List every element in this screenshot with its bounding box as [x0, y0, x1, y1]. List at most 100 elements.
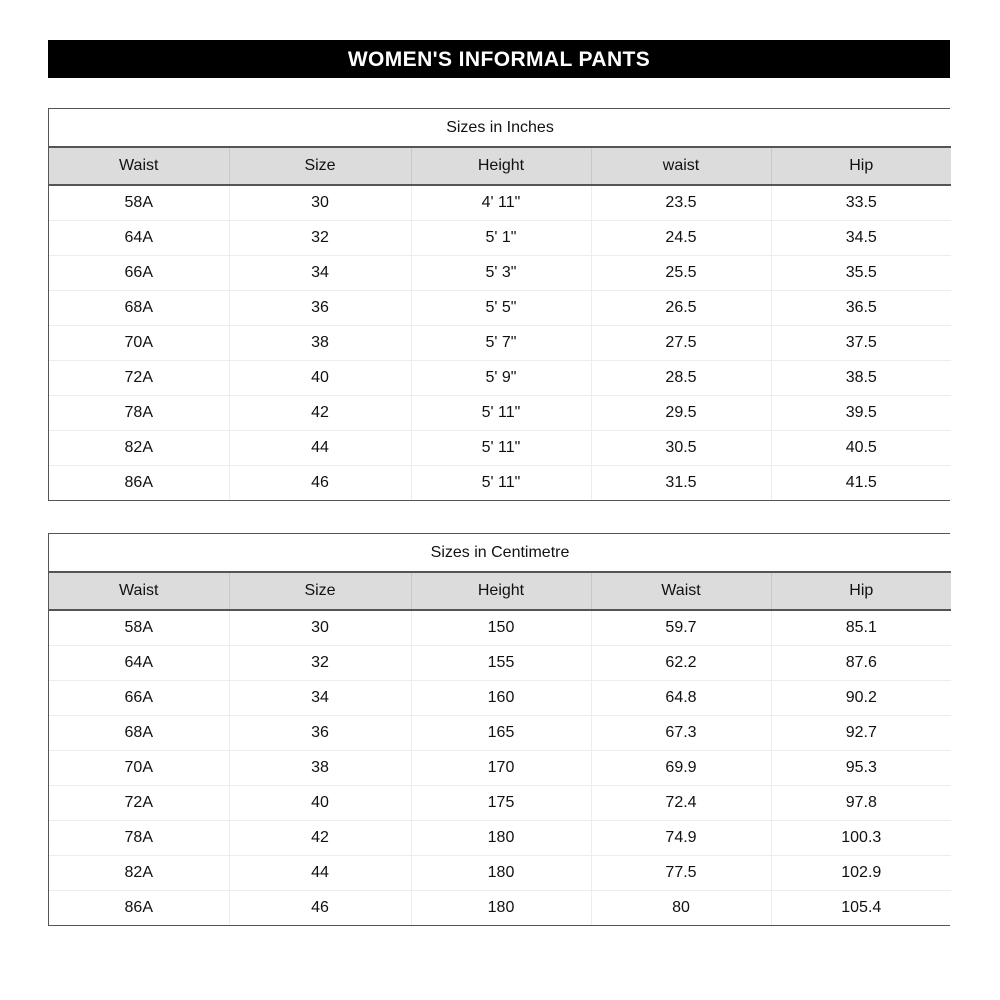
table-cell: 72A	[49, 360, 230, 396]
table-cell: 97.8	[771, 785, 952, 821]
table-cell: 70A	[49, 325, 230, 361]
table-cell: 58A	[49, 185, 230, 221]
page-title: WOMEN'S INFORMAL PANTS	[347, 47, 651, 71]
table-cell: 70A	[49, 750, 230, 786]
table-row: 58A 30 4' 11" 23.5 33.5	[49, 185, 952, 221]
table-row: 82A 44 180 77.5 102.9	[49, 855, 952, 891]
table-cell: 40	[229, 785, 412, 821]
table-cell: 90.2	[771, 680, 952, 716]
table-cell: 5' 1"	[411, 220, 592, 256]
table-cell: 42	[229, 395, 412, 431]
table-cell: 24.5	[591, 220, 772, 256]
table-row: 86A 46 180 80 105.4	[49, 890, 951, 925]
column-header-waist: Waist	[49, 572, 230, 611]
table-row: 64A 32 155 62.2 87.6	[49, 645, 952, 681]
table-row: 86A 46 5' 11" 31.5 41.5	[49, 465, 951, 500]
table-cell: 44	[229, 855, 412, 891]
table-cell: 23.5	[591, 185, 772, 221]
table-cell: 36	[229, 290, 412, 326]
table-cell: 100.3	[771, 820, 952, 856]
size-table-inches: Sizes in Inches Waist Size Height waist …	[48, 108, 952, 501]
size-table-centimetre: Sizes in Centimetre Waist Size Height Wa…	[48, 533, 952, 926]
table-cell: 95.3	[771, 750, 952, 786]
table-cell: 67.3	[591, 715, 772, 751]
table-cell: 42	[229, 820, 412, 856]
table-cell: 36.5	[771, 290, 952, 326]
table-row: 58A 30 150 59.7 85.1	[49, 610, 952, 646]
table-row: 82A 44 5' 11" 30.5 40.5	[49, 430, 952, 466]
table-row: 70A 38 170 69.9 95.3	[49, 750, 952, 786]
table-cell: 33.5	[771, 185, 952, 221]
table-cell: 36	[229, 715, 412, 751]
table-cell: 87.6	[771, 645, 952, 681]
column-header-waist: Waist	[49, 147, 230, 186]
table-cell: 170	[411, 750, 592, 786]
table-cell: 35.5	[771, 255, 952, 291]
table-cell: 68A	[49, 290, 230, 326]
table-row: 78A 42 5' 11" 29.5 39.5	[49, 395, 952, 431]
table-cell: 29.5	[591, 395, 772, 431]
table-cell: 5' 11"	[411, 430, 592, 466]
column-header-waist-2: Waist	[591, 572, 772, 611]
table-cell: 165	[411, 715, 592, 751]
table-row: 66A 34 160 64.8 90.2	[49, 680, 952, 716]
table-cell: 59.7	[591, 610, 772, 646]
table-cell: 92.7	[771, 715, 952, 751]
table-row: 70A 38 5' 7" 27.5 37.5	[49, 325, 952, 361]
table-cell: 38	[229, 325, 412, 361]
table-cell: 32	[229, 645, 412, 681]
table-cell: 82A	[49, 430, 230, 466]
table-row: 64A 32 5' 1" 24.5 34.5	[49, 220, 952, 256]
table-cell: 86A	[49, 890, 230, 925]
table-cell: 64A	[49, 645, 230, 681]
table-cell: 25.5	[591, 255, 772, 291]
table-cell: 38.5	[771, 360, 952, 396]
table-cell: 40.5	[771, 430, 952, 466]
table-cell: 46	[229, 890, 412, 925]
table-cell: 62.2	[591, 645, 772, 681]
table-cell: 64.8	[591, 680, 772, 716]
table-cell: 5' 7"	[411, 325, 592, 361]
table-cell: 28.5	[591, 360, 772, 396]
table-row: 66A 34 5' 3" 25.5 35.5	[49, 255, 952, 291]
column-header-size: Size	[229, 572, 412, 611]
table-cell: 78A	[49, 395, 230, 431]
table-cell: 34	[229, 680, 412, 716]
table-cell: 5' 3"	[411, 255, 592, 291]
page-title-banner: WOMEN'S INFORMAL PANTS	[48, 40, 950, 78]
table-cell: 155	[411, 645, 592, 681]
table-cell: 160	[411, 680, 592, 716]
table-cell: 37.5	[771, 325, 952, 361]
table-row: 68A 36 165 67.3 92.7	[49, 715, 952, 751]
table-cell: 26.5	[591, 290, 772, 326]
table-cell: 69.9	[591, 750, 772, 786]
table-cell: 30.5	[591, 430, 772, 466]
column-header-height: Height	[411, 147, 592, 186]
column-header-height: Height	[411, 572, 592, 611]
table-cell: 5' 11"	[411, 395, 592, 431]
table-cell: 46	[229, 465, 412, 500]
table-cell: 27.5	[591, 325, 772, 361]
table-cell: 32	[229, 220, 412, 256]
table-cell: 72.4	[591, 785, 772, 821]
table-cell: 44	[229, 430, 412, 466]
table-cell: 150	[411, 610, 592, 646]
table-cell: 66A	[49, 680, 230, 716]
table-row: 72A 40 175 72.4 97.8	[49, 785, 952, 821]
table-caption: Sizes in Centimetre	[49, 534, 952, 573]
table-cell: 74.9	[591, 820, 772, 856]
table-cell: 85.1	[771, 610, 952, 646]
table-cell: 180	[411, 890, 592, 925]
table-cell: 105.4	[841, 899, 882, 916]
table-cell: 30	[229, 610, 412, 646]
table-cell: 64A	[49, 220, 230, 256]
column-header-waist-2: waist	[591, 147, 772, 186]
table-cell: 41.5	[845, 474, 877, 491]
table-row: 72A 40 5' 9" 28.5 38.5	[49, 360, 952, 396]
table-caption-row: Sizes in Inches	[49, 109, 952, 148]
size-table-centimetre-grid: Sizes in Centimetre Waist Size Height Wa…	[49, 534, 952, 925]
table-cell: 39.5	[771, 395, 952, 431]
table-cell: 40	[229, 360, 412, 396]
table-cell: 175	[411, 785, 592, 821]
table-cell: 66A	[49, 255, 230, 291]
